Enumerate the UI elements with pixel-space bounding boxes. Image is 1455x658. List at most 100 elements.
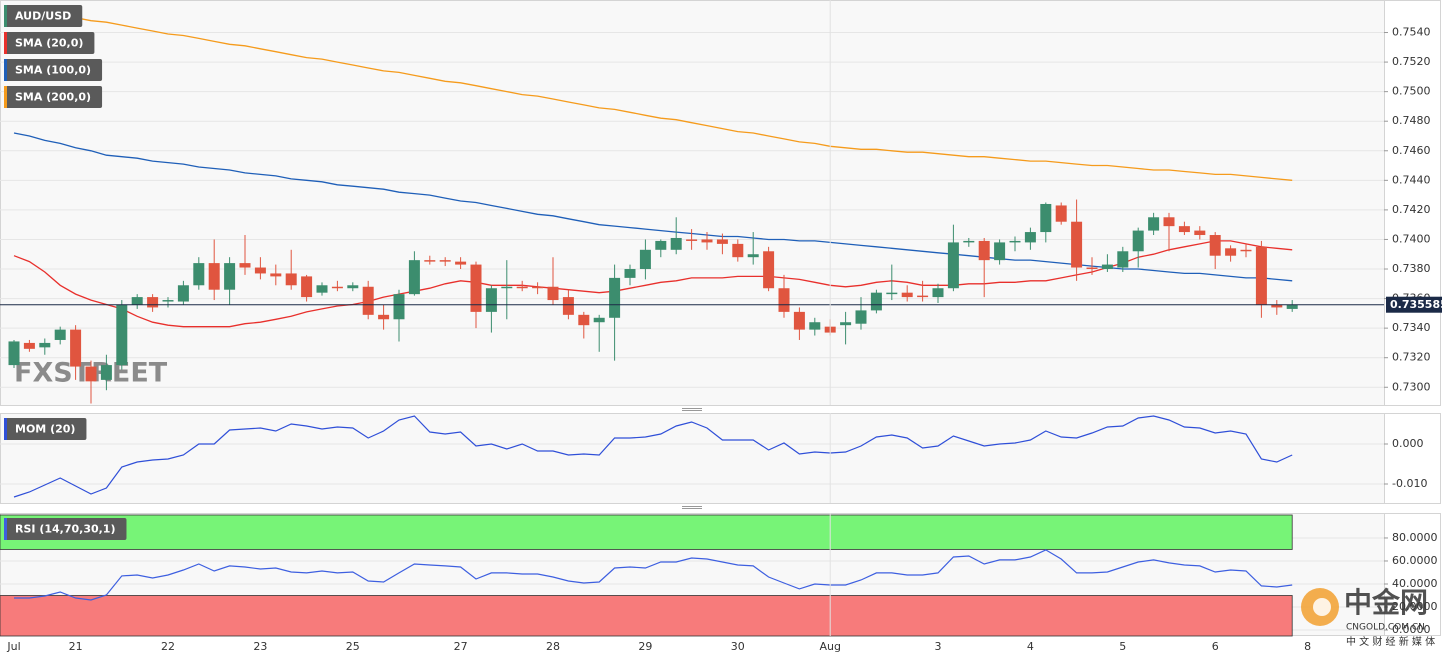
x-tick-label: 29 [638,640,652,653]
candle-body [886,292,898,295]
logo-name: 中金网 [1344,586,1428,619]
y-tick-label: 0.7300 [1392,380,1431,393]
candle-body [1132,230,1144,252]
y-tick-label: 0.7380 [1392,262,1431,275]
candle-body [763,251,775,289]
candle-body [1071,221,1083,268]
indicator-label-swatch [4,418,7,440]
y-tick-label: 60.0000 [1392,554,1438,567]
sma-line [13,6,1293,181]
symbol-label-swatch [4,5,7,27]
legend-item-box [4,59,103,81]
candle-body [331,286,343,289]
candle-body [393,294,405,320]
candle-body [732,243,744,258]
candle-body [1209,235,1221,256]
candle-body [901,292,913,298]
x-tick-label: 23 [253,640,267,653]
candle-body [177,285,189,302]
indicator-label: MOM (20) [15,423,75,436]
candle-body [270,273,282,277]
candle-body [963,240,975,243]
candle-body [578,314,590,326]
y-tick-label: 0.7500 [1392,85,1431,98]
candle-body [840,322,852,326]
candle-body [285,273,297,286]
x-tick-label: 27 [454,640,468,653]
candle-body [70,329,82,367]
candle-body [1024,232,1036,243]
candle-body [8,341,20,366]
candle-body [224,263,236,290]
candle-body [716,239,728,244]
candle-body [562,297,574,315]
candle-body [547,286,559,301]
x-tick-label: 21 [69,640,83,653]
candle-body [516,286,528,289]
candle-body [39,342,51,348]
candle-body [1271,304,1283,308]
candle-body [809,322,821,330]
y-tick-label: 0.7540 [1392,26,1431,39]
legend-item-box [4,32,95,54]
candle-body [193,263,205,286]
y-tick-label: 0.7320 [1392,351,1431,364]
logo-mark-inner [1313,598,1331,616]
candle-body [639,249,651,270]
candle-body [624,269,636,278]
candle-body [54,329,66,340]
legend-item-swatch [4,32,7,54]
candle-body [778,288,790,312]
candle-body [793,311,805,330]
logo-domain: CNGOLD.COM.CN [1346,623,1425,633]
mom-panel [0,413,1385,504]
y-tick-label: -0.010 [1392,477,1427,490]
legend-item-swatch [4,59,7,81]
candle-body [686,239,698,241]
candle-body [1194,230,1206,236]
candle-body [1286,304,1298,309]
candle-body [147,297,159,308]
candle-body [316,285,328,293]
candle-body [162,300,174,302]
resize-grip[interactable] [682,408,702,509]
candle-body [408,260,420,295]
candle-body [1101,264,1113,270]
y-tick-label: 0.7420 [1392,203,1431,216]
candle-body [1225,248,1237,256]
x-tick-label: 28 [546,640,560,653]
candle-body [1178,226,1190,233]
candle-body [609,277,621,318]
x-tick-label: 6 [1212,640,1219,653]
x-tick-label: 5 [1119,640,1126,653]
x-tick-label: 30 [731,640,745,653]
candle-body [470,264,482,312]
x-tick-label: Jul [6,640,20,653]
y-tick-label: 0.7480 [1392,114,1431,127]
candle-body [254,267,266,274]
last-price-box [1386,296,1442,313]
candle-body [1148,217,1160,231]
symbol-label-box [4,5,83,27]
last-price-label: 0.735585 [1390,298,1448,311]
candle-body [655,240,667,250]
main-panel [0,0,1385,406]
y-tick-label: 40.0000 [1392,577,1438,590]
candle-body [455,261,467,265]
candle-body [301,276,313,298]
candle-body [978,240,990,261]
indicator-label: RSI (14,70,30,1) [15,523,115,536]
y-tick-label: 0.7460 [1392,144,1431,157]
y-tick-label: 0.7440 [1392,173,1431,186]
legend-item-box [4,86,103,108]
x-tick-label: 25 [346,640,360,653]
y-tick-label: 0.0000 [1392,623,1431,636]
candle-body [932,288,944,298]
x-tick-label: 3 [935,640,942,653]
y-tick-label: 0.7400 [1392,232,1431,245]
candle-body [378,314,390,320]
candle-body [855,310,867,324]
y-tick-label: 0.7520 [1392,55,1431,68]
candle-body [947,242,959,289]
